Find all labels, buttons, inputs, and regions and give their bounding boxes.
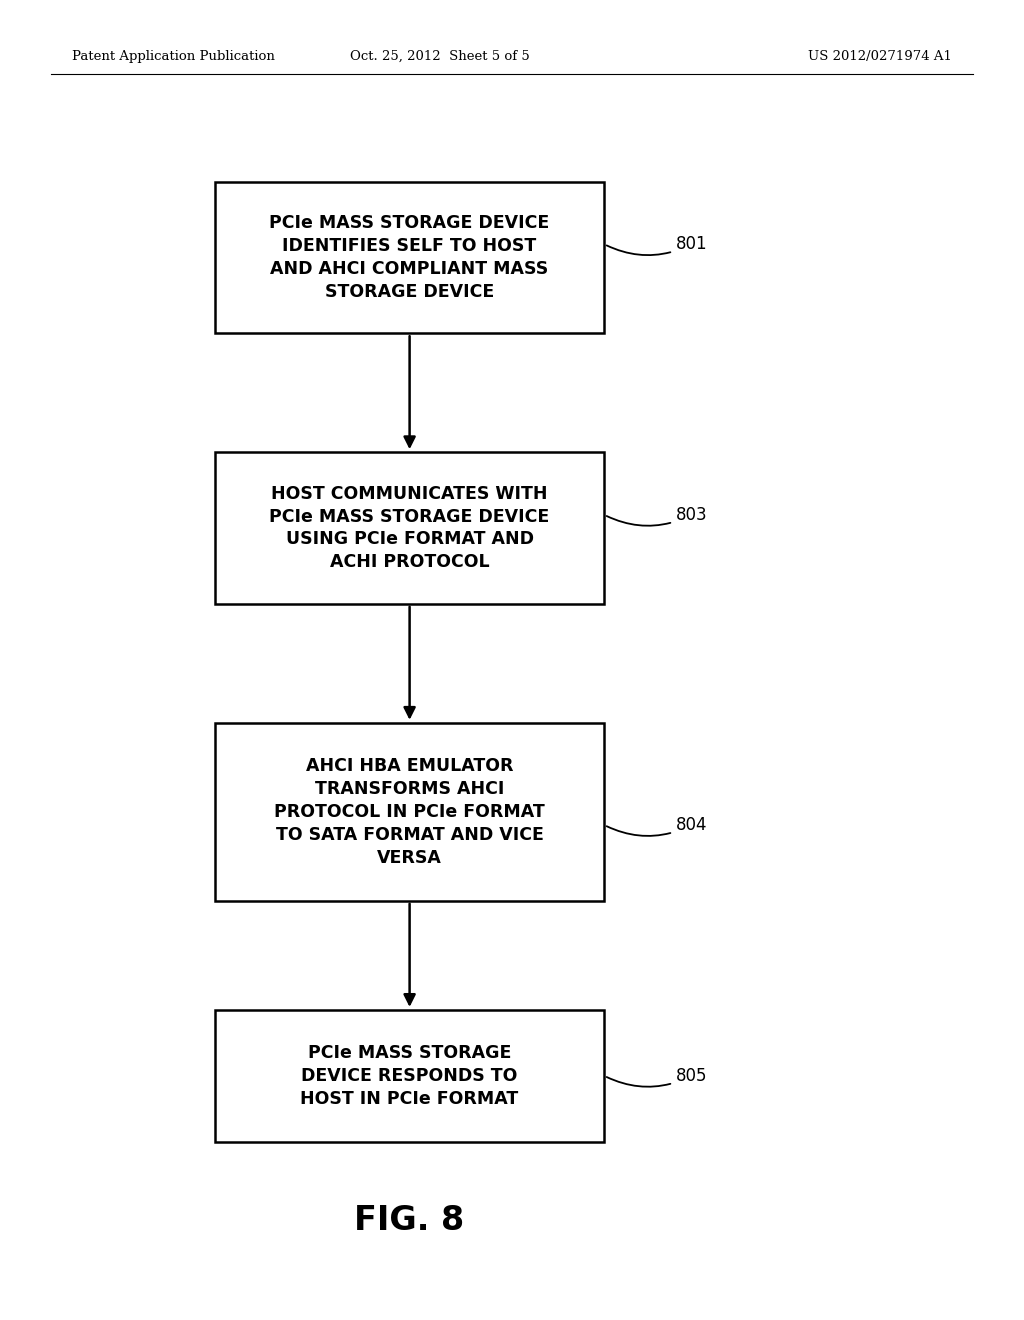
FancyBboxPatch shape: [215, 181, 604, 333]
Text: 804: 804: [606, 816, 708, 836]
Text: HOST COMMUNICATES WITH
PCIe MASS STORAGE DEVICE
USING PCIe FORMAT AND
ACHI PROTO: HOST COMMUNICATES WITH PCIe MASS STORAGE…: [269, 484, 550, 572]
Text: FIG. 8: FIG. 8: [354, 1204, 465, 1238]
Text: 805: 805: [606, 1067, 708, 1086]
Text: AHCI HBA EMULATOR
TRANSFORMS AHCI
PROTOCOL IN PCIe FORMAT
TO SATA FORMAT AND VIC: AHCI HBA EMULATOR TRANSFORMS AHCI PROTOC…: [274, 756, 545, 867]
Text: 801: 801: [606, 235, 708, 255]
Text: Patent Application Publication: Patent Application Publication: [72, 50, 274, 63]
Text: Oct. 25, 2012  Sheet 5 of 5: Oct. 25, 2012 Sheet 5 of 5: [350, 50, 530, 63]
FancyBboxPatch shape: [215, 451, 604, 605]
FancyBboxPatch shape: [215, 1010, 604, 1142]
Text: PCIe MASS STORAGE DEVICE
IDENTIFIES SELF TO HOST
AND AHCI COMPLIANT MASS
STORAGE: PCIe MASS STORAGE DEVICE IDENTIFIES SELF…: [269, 214, 550, 301]
Text: 803: 803: [606, 506, 708, 525]
FancyBboxPatch shape: [215, 722, 604, 900]
Text: PCIe MASS STORAGE
DEVICE RESPONDS TO
HOST IN PCIe FORMAT: PCIe MASS STORAGE DEVICE RESPONDS TO HOS…: [300, 1044, 519, 1107]
Text: US 2012/0271974 A1: US 2012/0271974 A1: [808, 50, 952, 63]
